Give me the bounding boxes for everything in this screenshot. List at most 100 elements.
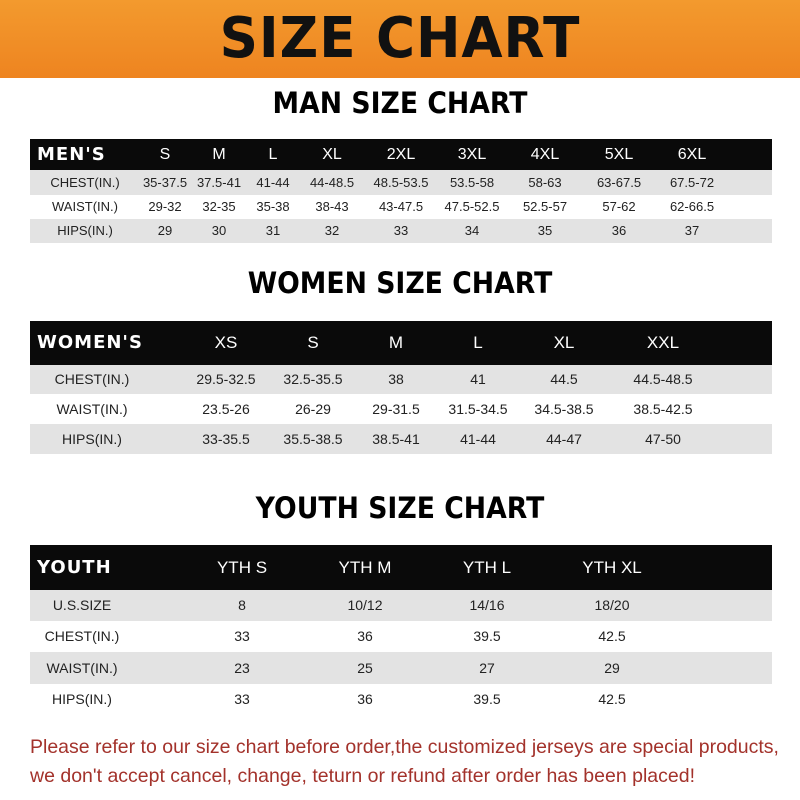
table-row: CHEST(IN.) 29.5-32.5 32.5-35.5 38 41 44.5 44.5…	[30, 365, 772, 394]
table-cell: 37.5-41	[196, 175, 242, 190]
table-cell: 36	[357, 691, 373, 707]
table-row: WAIST(IN.) 23.5-26 26-29 29-31.5 31.5-34.5 34…	[30, 394, 772, 424]
table-row: HIPS(IN.) 33 36 39.5 42.5	[30, 684, 772, 715]
men-section-title: MAN SIZE CHART	[272, 86, 528, 120]
table-cell: 35	[537, 223, 553, 238]
table-row: U.S.SIZE 8 10/12 14/16 18/20	[30, 590, 772, 621]
notice-line-1: Please refer to our size chart before or…	[30, 736, 779, 758]
banner: SIZE CHART	[0, 0, 800, 78]
notice-line-2: we don't accept cancel, change, teturn o…	[30, 765, 695, 787]
table-cell: 23	[234, 660, 250, 676]
table-cell: 42.5	[598, 691, 626, 707]
table-row: HIPS(IN.) 29 30 31 32 33 34 35 36 37	[30, 219, 772, 243]
table-cell: 44.5	[550, 371, 578, 387]
men-size-table: MEN'S S M L XL 2XL 3XL 4XL 5XL 6XL CHEST(IN.) 35-37…	[30, 139, 772, 243]
table-cell: 35-38	[256, 199, 290, 214]
size-column-header: 3XL	[457, 146, 487, 163]
row-label: WAIST(IN.)	[46, 660, 118, 676]
table-cell: 48.5-53.5	[373, 175, 429, 190]
table-cell: 38.5-42.5	[633, 401, 693, 417]
youth-size-table: YOUTH YTH S YTH M YTH L YTH XL U.S.SIZE 8 10/12…	[30, 545, 772, 715]
row-label: CHEST(IN.)	[44, 628, 120, 644]
table-row: CHEST(IN.) 33 36 39.5 42.5	[30, 621, 772, 652]
table-cell: 33	[234, 628, 250, 644]
table-cell: 29.5-32.5	[196, 371, 256, 387]
table-cell: 35-37.5	[142, 175, 188, 190]
row-label: U.S.SIZE	[52, 597, 112, 613]
row-label: WAIST(IN.)	[52, 199, 118, 214]
table-cell: 29	[157, 223, 173, 238]
row-label: HIPS(IN.)	[52, 691, 112, 707]
size-column-header: L	[473, 333, 483, 352]
table-cell: 63-67.5	[596, 175, 642, 190]
table-cell: 10/12	[347, 597, 383, 613]
women-section-title: WOMEN SIZE CHART	[247, 266, 553, 300]
table-row: CHEST(IN.) 35-37.5 37.5-41 41-44 44-48.5 48.5…	[30, 170, 772, 195]
table-cell: 33	[234, 691, 250, 707]
table-cell: 42.5	[598, 628, 626, 644]
table-cell: 58-63	[528, 175, 562, 190]
size-column-header: XL	[553, 333, 575, 352]
table-cell: 39.5	[473, 628, 501, 644]
table-cell: 32	[324, 223, 340, 238]
youth-section-title: YOUTH SIZE CHART	[255, 491, 545, 525]
table-cell: 38	[388, 371, 404, 387]
table-cell: 41-44	[460, 431, 496, 447]
table-cell: 39.5	[473, 691, 501, 707]
table-cell: 23.5-26	[202, 401, 250, 417]
table-cell: 57-62	[602, 199, 636, 214]
table-cell: 62-66.5	[669, 199, 715, 214]
table-cell: 29	[604, 660, 620, 676]
table-cell: 26-29	[295, 401, 331, 417]
table-row: WAIST(IN.) 29-32 32-35 35-38 38-43 43-47.5 47.…	[30, 195, 772, 219]
size-column-header: XS	[214, 333, 238, 352]
table-cell: 41-44	[256, 175, 290, 190]
table-cell: 36	[357, 628, 373, 644]
table-cell: 52.5-57	[522, 199, 568, 214]
table-cell: 8	[238, 597, 246, 613]
youth-header-label: YOUTH	[37, 557, 112, 578]
women-header-label: WOMEN'S	[37, 332, 143, 353]
youth-header-row: YOUTH YTH S YTH M YTH L YTH XL	[30, 545, 772, 590]
table-cell: 34	[464, 223, 480, 238]
table-cell: 25	[357, 660, 373, 676]
table-cell: 34.5-38.5	[534, 401, 594, 417]
men-header-label: MEN'S	[37, 144, 106, 165]
table-cell: 41	[470, 371, 486, 387]
table-cell: 31	[265, 223, 281, 238]
table-cell: 44-47	[546, 431, 582, 447]
table-cell: 29-31.5	[372, 401, 420, 417]
men-header-row: MEN'S S M L XL 2XL 3XL 4XL 5XL 6XL	[30, 139, 772, 170]
row-label: HIPS(IN.)	[57, 223, 113, 238]
table-cell: 30	[211, 223, 227, 238]
row-label: CHEST(IN.)	[50, 175, 120, 190]
table-cell: 18/20	[594, 597, 630, 613]
banner-title: SIZE CHART	[219, 6, 581, 71]
size-column-header: YTH XL	[582, 558, 642, 577]
size-column-header: 5XL	[604, 146, 634, 163]
row-label: WAIST(IN.)	[56, 401, 128, 417]
size-column-header: YTH M	[338, 558, 392, 577]
row-label: CHEST(IN.)	[54, 371, 130, 387]
table-row: WAIST(IN.) 23 25 27 29	[30, 652, 772, 684]
table-cell: 67.5-72	[669, 175, 715, 190]
table-cell: 37	[684, 223, 700, 238]
size-column-header: S	[159, 146, 171, 163]
table-row: HIPS(IN.) 33-35.5 35.5-38.5 38.5-41 41-44 44-…	[30, 424, 772, 454]
table-cell: 47-50	[645, 431, 681, 447]
table-cell: 43-47.5	[378, 199, 424, 214]
row-label: HIPS(IN.)	[62, 431, 122, 447]
women-header-row: WOMEN'S XS S M L XL XXL	[30, 321, 772, 365]
table-cell: 32.5-35.5	[283, 371, 343, 387]
table-cell: 33-35.5	[202, 431, 250, 447]
table-cell: 53.5-58	[449, 175, 495, 190]
women-size-table: WOMEN'S XS S M L XL XXL CHEST(IN.) 29.5-32.5 32.5…	[30, 321, 772, 454]
table-cell: 32-35	[202, 199, 236, 214]
table-cell: 44-48.5	[309, 175, 355, 190]
table-cell: 38.5-41	[372, 431, 420, 447]
table-cell: 27	[479, 660, 495, 676]
table-cell: 35.5-38.5	[283, 431, 343, 447]
size-column-header: XL	[322, 146, 342, 163]
size-column-header: XXL	[646, 333, 680, 352]
size-column-header: 2XL	[386, 146, 416, 163]
